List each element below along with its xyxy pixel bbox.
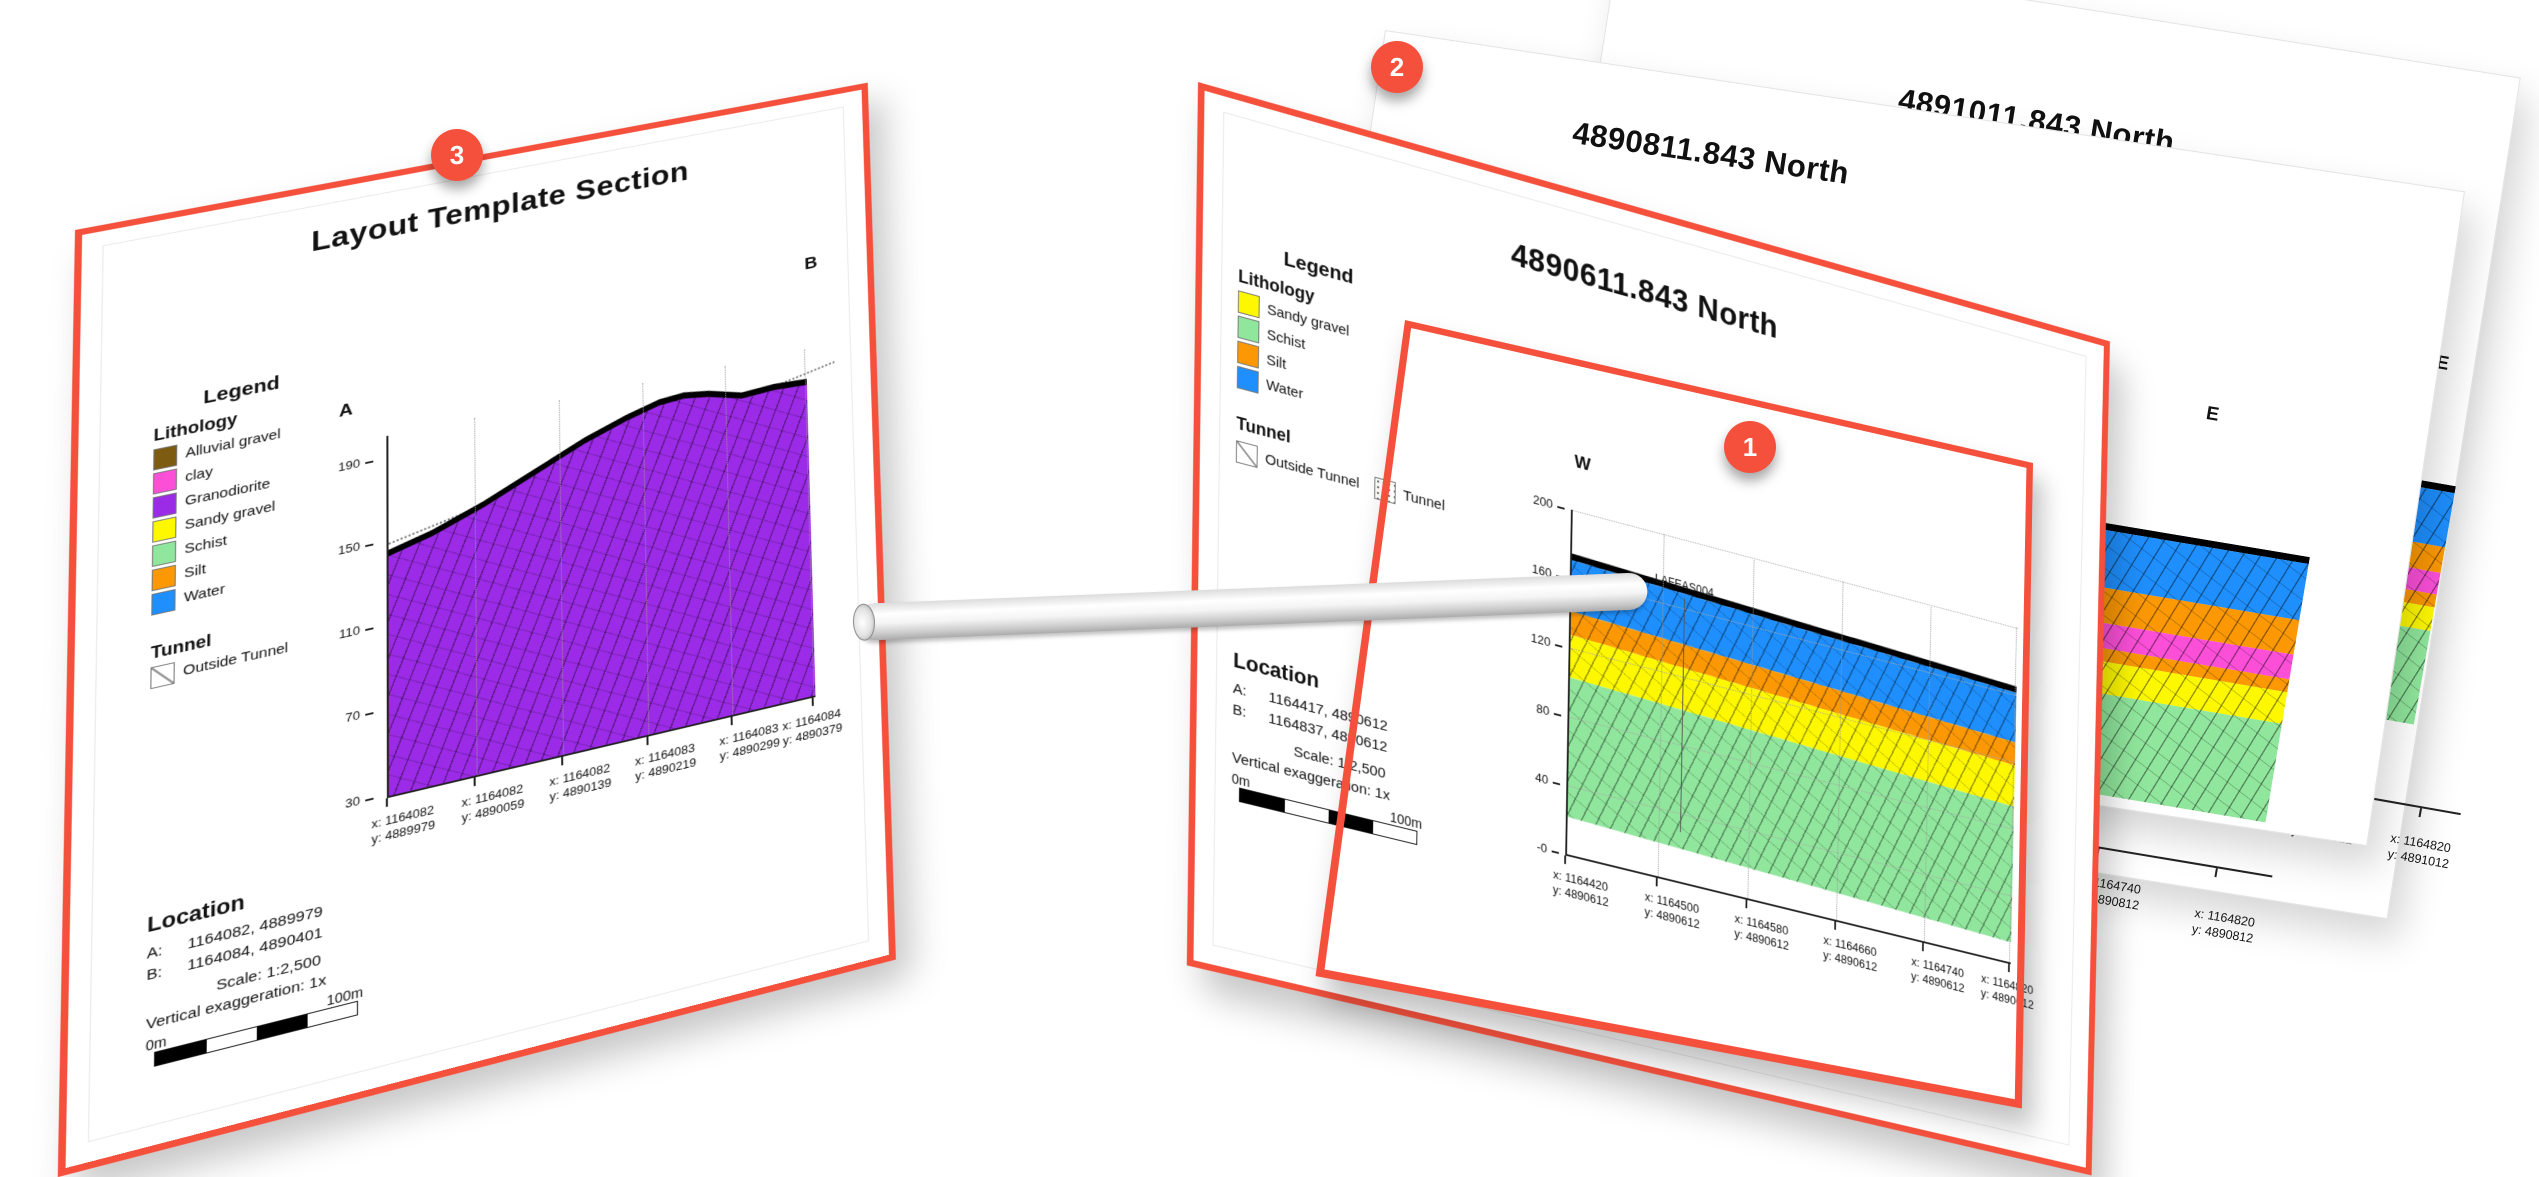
x-label: x: 1164084 y: 4890379: [782, 706, 843, 749]
swatch-water: [1236, 365, 1259, 394]
callout-badge-1: 1: [1724, 421, 1776, 473]
swatch-clay: [152, 468, 178, 495]
legend-label: Schist: [184, 532, 227, 558]
x-label: x: 1164820 y: 4890812: [2190, 905, 2256, 947]
legend-label: clay: [185, 463, 213, 486]
x-label: x: 1164082 y: 4890139: [549, 761, 612, 805]
location-a-label: A:: [146, 942, 163, 963]
legend-label: Silt: [1266, 351, 1287, 374]
swatch-water: [151, 588, 176, 616]
legend-label: Silt: [184, 561, 206, 582]
swatch-granodiorite: [152, 492, 177, 519]
layout-template-page: Layout Template Section Legend Lithology…: [57, 82, 896, 1177]
swatch-silt: [1237, 340, 1260, 369]
callout-badge-3: 3: [431, 129, 483, 181]
swatch-silt: [151, 564, 176, 592]
location-b-label: B:: [146, 963, 163, 985]
callout-badge-2: 2: [1371, 41, 1423, 93]
x-label: x: 1164083 y: 4890299: [719, 721, 780, 764]
legend-label: Water: [1266, 376, 1304, 403]
start-label: A: [339, 399, 353, 422]
highlight-frame-1: [1315, 320, 2033, 1109]
end-label: B: [804, 253, 818, 274]
template-chart: A B 190 150 110 70 30: [338, 253, 852, 1001]
x-label: x: 1164083 y: 4890219: [634, 741, 697, 784]
x-label: x: 1164820 y: 4891012: [2386, 830, 2452, 872]
location-b-label: B:: [1232, 701, 1247, 721]
swatch-schist: [151, 540, 177, 568]
swatch-alluvial-gravel: [153, 444, 178, 471]
swatch-outside-tunnel: [150, 662, 175, 690]
swatch-outside-tunnel: [1235, 440, 1258, 469]
legend-label: Schist: [1266, 326, 1306, 354]
location-a-label: A:: [1232, 680, 1247, 700]
page-title: 4890811.843 North: [1570, 115, 1852, 191]
x-label: x: 1164082 y: 4890059: [461, 782, 525, 826]
legend-label: Water: [183, 581, 226, 606]
scale-bar-start: 0m: [1231, 770, 1251, 791]
swatch-schist: [1237, 315, 1260, 344]
swatch-sandy-gravel: [1237, 290, 1260, 319]
layer-silt: [2071, 583, 2300, 655]
x-label: x: 1164082 y: 4889979: [371, 803, 436, 847]
swatch-sandy-gravel: [152, 516, 177, 543]
legend: Legend Lithology Alluvial gravel clay Gr…: [150, 362, 328, 692]
